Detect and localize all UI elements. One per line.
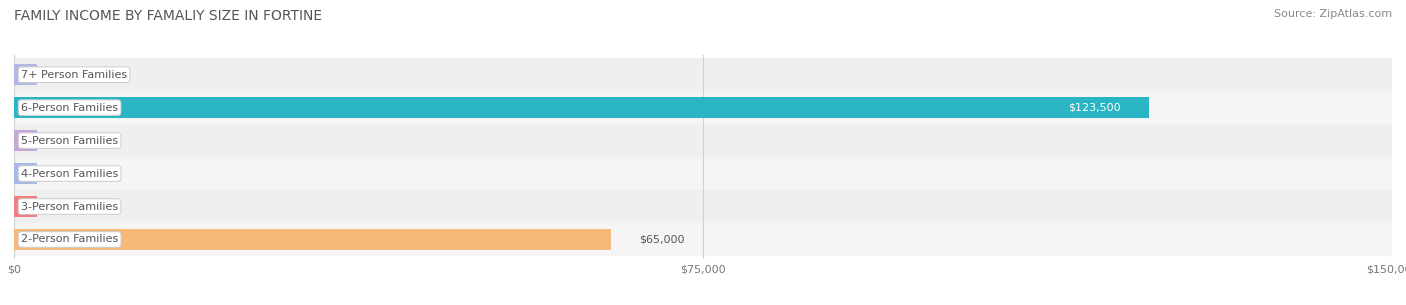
Text: FAMILY INCOME BY FAMALIY SIZE IN FORTINE: FAMILY INCOME BY FAMALIY SIZE IN FORTINE: [14, 9, 322, 23]
Text: $0: $0: [65, 202, 79, 211]
Bar: [14, 163, 37, 184]
Bar: [14, 64, 37, 85]
Bar: [14, 58, 1392, 91]
Bar: [14, 223, 1392, 256]
Bar: [14, 91, 1392, 124]
Bar: [14, 190, 1392, 223]
Text: $0: $0: [65, 70, 79, 80]
Bar: [14, 196, 37, 217]
Text: $0: $0: [65, 136, 79, 145]
Text: 4-Person Families: 4-Person Families: [21, 169, 118, 178]
Text: Source: ZipAtlas.com: Source: ZipAtlas.com: [1274, 9, 1392, 19]
Text: 7+ Person Families: 7+ Person Families: [21, 70, 127, 80]
Text: $65,000: $65,000: [638, 235, 685, 245]
Text: $123,500: $123,500: [1069, 103, 1121, 113]
Bar: [14, 157, 1392, 190]
Text: 2-Person Families: 2-Person Families: [21, 235, 118, 245]
Text: 6-Person Families: 6-Person Families: [21, 103, 118, 113]
Bar: [14, 130, 37, 151]
Bar: [14, 229, 612, 250]
Text: $0: $0: [65, 169, 79, 178]
Text: 3-Person Families: 3-Person Families: [21, 202, 118, 211]
Text: 5-Person Families: 5-Person Families: [21, 136, 118, 145]
Bar: [14, 97, 1149, 118]
Bar: [14, 124, 1392, 157]
